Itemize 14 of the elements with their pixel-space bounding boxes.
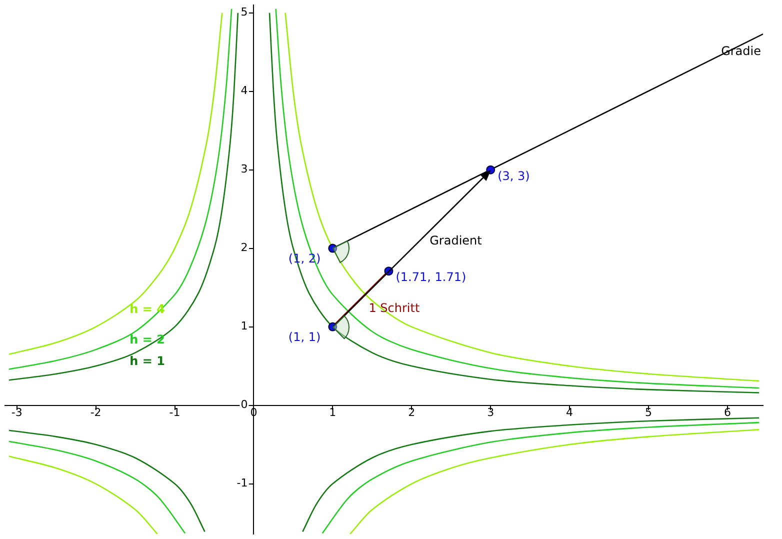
point bbox=[328, 244, 338, 253]
y-tick-label: 2 bbox=[240, 241, 248, 254]
annotation: Gradient bbox=[430, 233, 482, 248]
y-tick-label: -1 bbox=[236, 476, 248, 490]
point bbox=[328, 322, 338, 332]
y-tick-label: 3 bbox=[240, 162, 248, 176]
data-label: (1, 1) bbox=[288, 330, 321, 344]
y-tick-label: 4 bbox=[240, 84, 248, 98]
data-label: (3, 3) bbox=[498, 168, 530, 183]
y-tick-label: 1 bbox=[240, 320, 248, 333]
data-label: (1.71, 1.71) bbox=[396, 270, 466, 284]
y-tick-label: 5 bbox=[240, 6, 248, 19]
series-label: 1 Schritt bbox=[368, 301, 420, 316]
series-label: h = 1 bbox=[130, 354, 165, 368]
